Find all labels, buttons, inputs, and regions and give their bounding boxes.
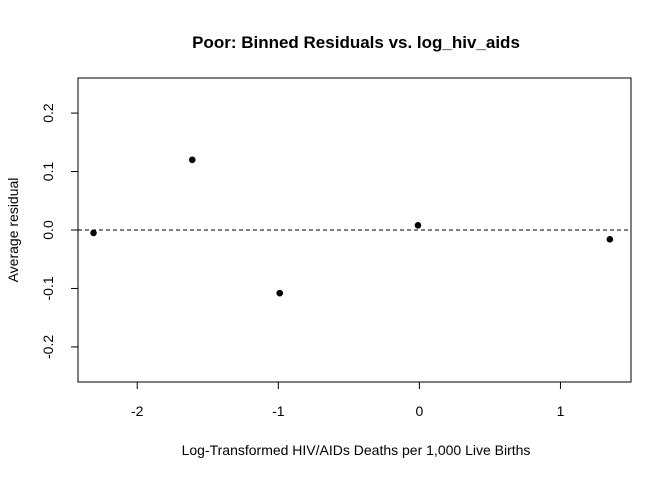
data-point (188, 156, 196, 164)
x-tick-label: -2 (131, 403, 144, 419)
y-tick-label: 0.0 (40, 220, 56, 240)
data-point (276, 289, 284, 297)
y-tick-label: -0.1 (40, 276, 56, 300)
x-axis: -2 -1 0 1 (131, 381, 565, 419)
y-tick-label: 0.2 (40, 103, 56, 123)
data-point (606, 236, 614, 243)
chart-title: Poor: Binned Residuals vs. log_hiv_aids (192, 33, 520, 52)
y-tick-label: 0.1 (40, 162, 56, 182)
y-axis-label: Average residual (5, 178, 21, 283)
x-tick-label: 1 (557, 403, 565, 419)
data-point (90, 229, 97, 237)
x-tick-label: 0 (415, 403, 423, 419)
y-tick-label: -0.2 (40, 335, 56, 359)
data-points (90, 156, 614, 297)
y-axis: -0.2 -0.1 0.0 0.1 0.2 (40, 103, 79, 359)
x-tick-label: -1 (272, 403, 285, 419)
x-axis-label: Log-Transformed HIV/AIDs Deaths per 1,00… (182, 442, 531, 458)
data-point (414, 222, 422, 229)
